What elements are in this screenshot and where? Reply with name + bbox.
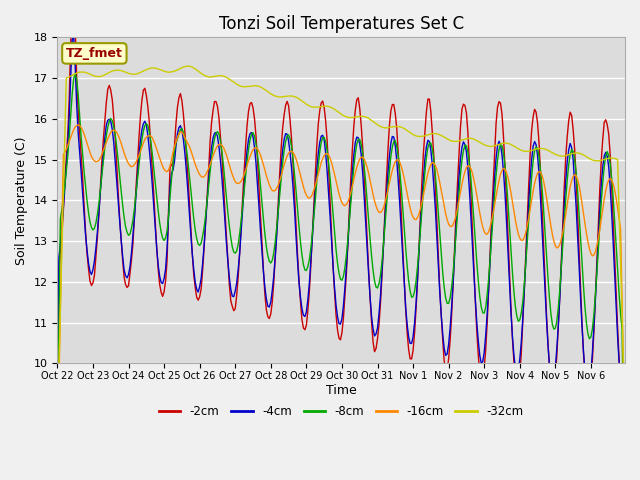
Y-axis label: Soil Temperature (C): Soil Temperature (C) <box>15 136 28 264</box>
X-axis label: Time: Time <box>326 384 356 397</box>
Title: Tonzi Soil Temperatures Set C: Tonzi Soil Temperatures Set C <box>219 15 464 33</box>
Legend: -2cm, -4cm, -8cm, -16cm, -32cm: -2cm, -4cm, -8cm, -16cm, -32cm <box>154 400 528 423</box>
Text: TZ_fmet: TZ_fmet <box>66 47 123 60</box>
